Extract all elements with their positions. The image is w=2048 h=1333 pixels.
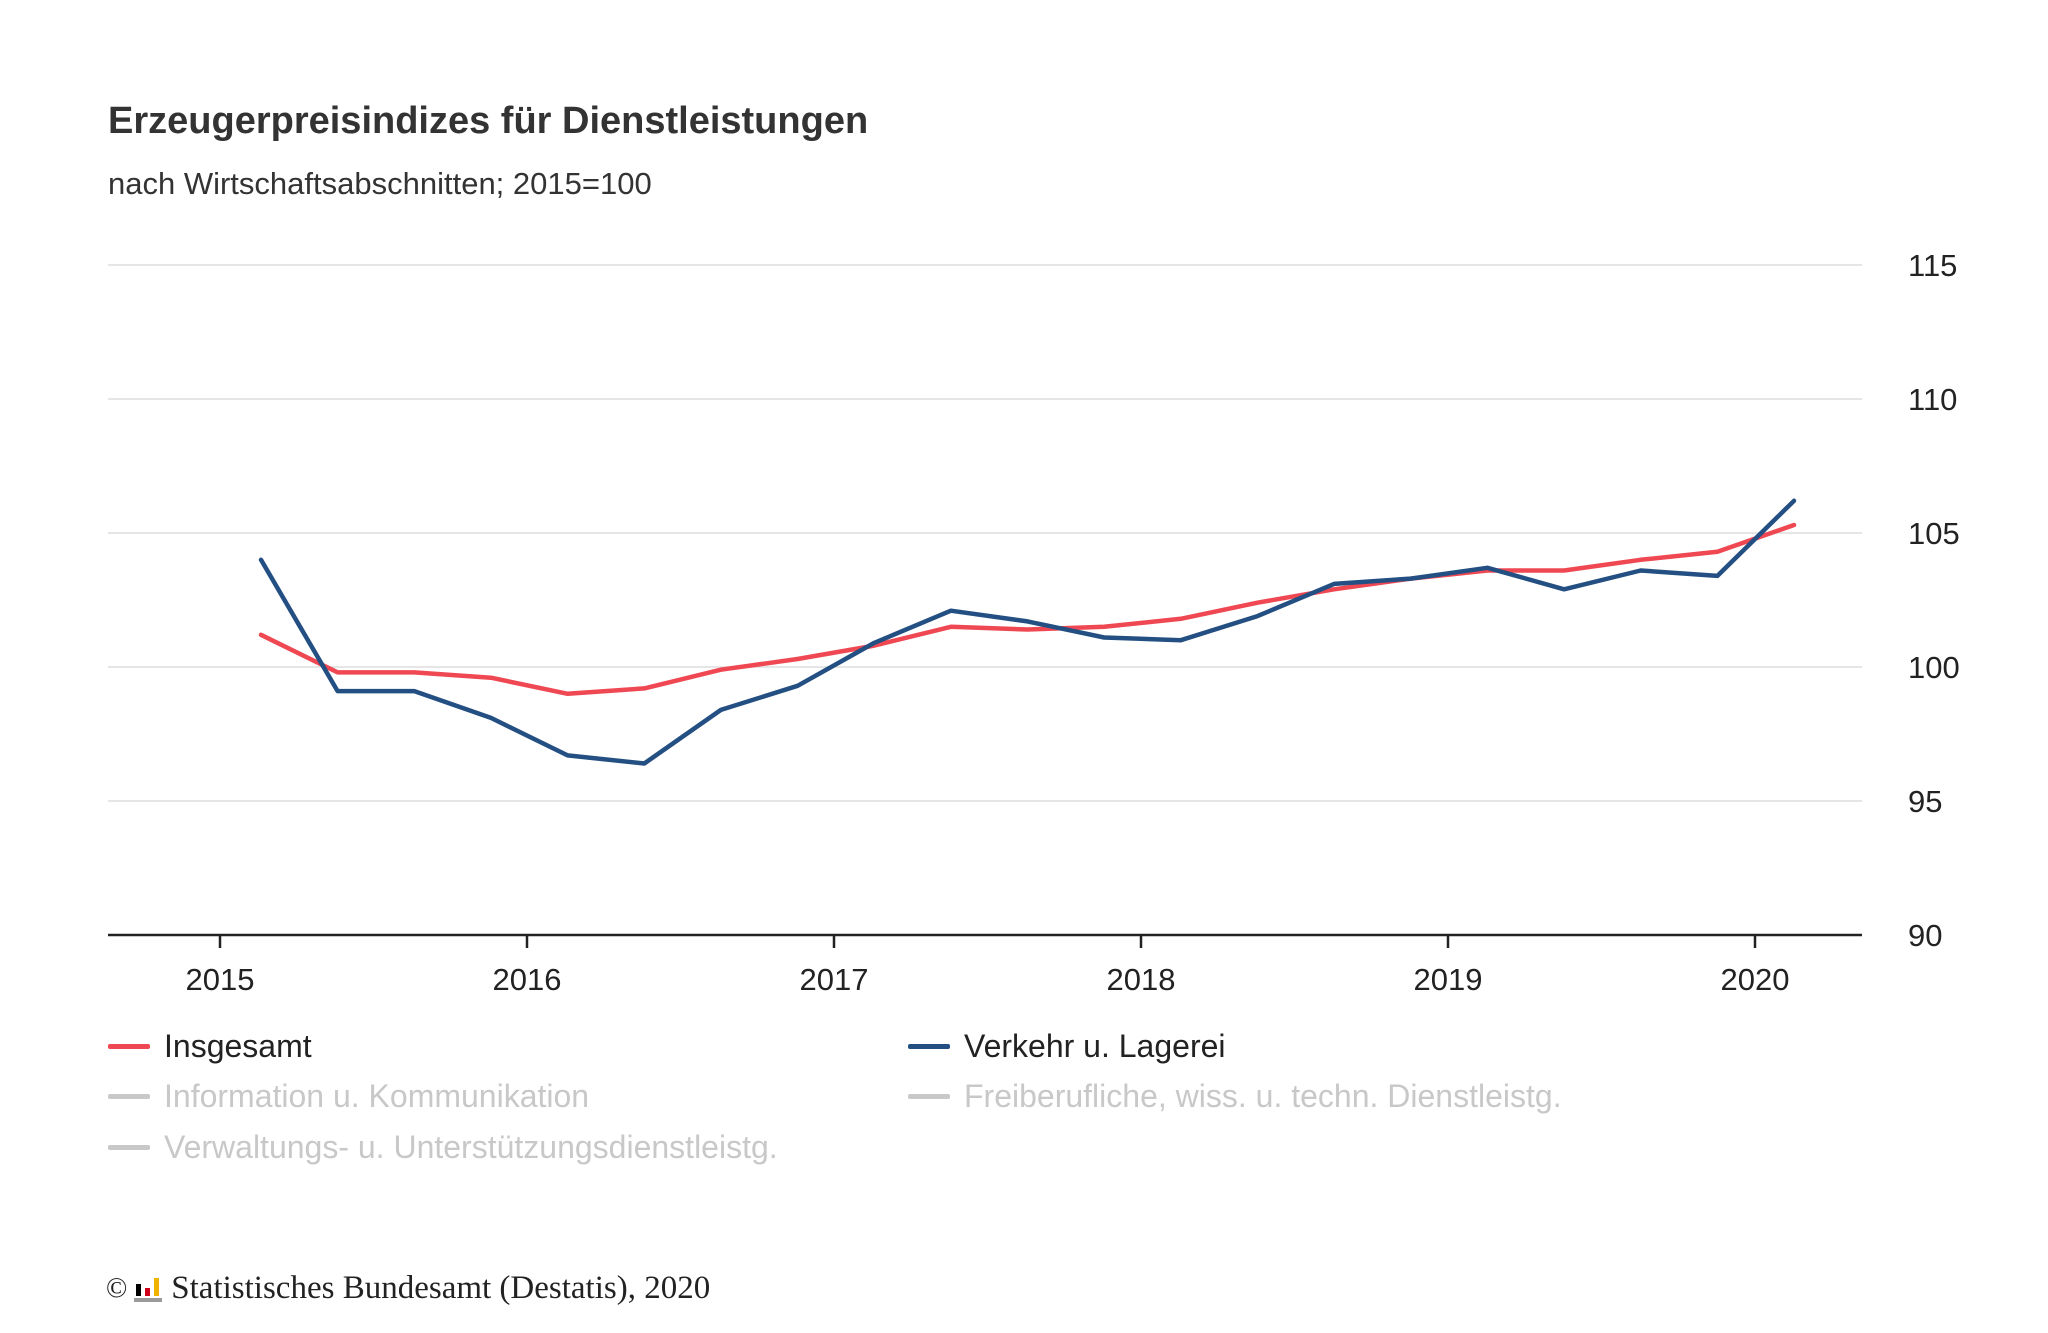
legend-swatch bbox=[108, 1145, 150, 1150]
legend-label: Freiberufliche, wiss. u. techn. Dienstle… bbox=[964, 1078, 1562, 1114]
legend-swatch bbox=[108, 1094, 150, 1099]
x-tick-label: 2017 bbox=[800, 962, 869, 997]
chart-title: Erzeugerpreisindizes für Dienstleistunge… bbox=[108, 100, 869, 142]
legend-item-insgesamt[interactable]: Insgesamt bbox=[108, 1028, 312, 1065]
x-tick-label: 2018 bbox=[1107, 962, 1176, 997]
copyright-symbol: © bbox=[106, 1272, 128, 1304]
legend-swatch bbox=[108, 1044, 150, 1049]
source-credit: © Statistisches Bundesamt (Destatis), 20… bbox=[106, 1270, 710, 1307]
source-text: Statistisches Bundesamt (Destatis), 2020 bbox=[171, 1270, 711, 1306]
series-line-insgesamt bbox=[258, 522, 1797, 697]
series-lines bbox=[258, 498, 1797, 766]
legend-swatch bbox=[908, 1044, 950, 1049]
x-tick-label: 2019 bbox=[1414, 962, 1483, 997]
y-tick-label: 90 bbox=[1908, 918, 1942, 953]
y-tick-label: 115 bbox=[1908, 248, 1957, 283]
legend-item-verkehr[interactable]: Verkehr u. Lagerei bbox=[908, 1028, 1226, 1065]
y-tick-label: 95 bbox=[1908, 784, 1942, 819]
legend-item-verwaltung[interactable]: Verwaltungs- u. Unterstützungsdienstleis… bbox=[108, 1129, 778, 1166]
legend-label: Verkehr u. Lagerei bbox=[964, 1028, 1226, 1064]
grid-lines bbox=[108, 264, 1862, 802]
legend-item-freiberufliche[interactable]: Freiberufliche, wiss. u. techn. Dienstle… bbox=[908, 1078, 1562, 1115]
series-line-verkehr-u-lagerei bbox=[258, 498, 1797, 766]
legend-label: Insgesamt bbox=[164, 1028, 312, 1064]
legend-swatch bbox=[908, 1094, 950, 1099]
destatis-logo-icon bbox=[133, 1276, 163, 1302]
x-axis: 2015 2016 2017 2018 2019 2020 bbox=[108, 933, 1862, 997]
legend-item-information[interactable]: Information u. Kommunikation bbox=[108, 1078, 589, 1115]
y-axis-tick-labels: 90 95 100 105 110 115 bbox=[1908, 248, 1960, 953]
legend-label: Verwaltungs- u. Unterstützungsdienstleis… bbox=[164, 1129, 778, 1165]
y-tick-label: 100 bbox=[1908, 650, 1960, 685]
y-tick-label: 110 bbox=[1908, 382, 1957, 417]
x-tick-label: 2015 bbox=[186, 962, 255, 997]
x-tick-label: 2020 bbox=[1721, 962, 1790, 997]
legend-label: Information u. Kommunikation bbox=[164, 1078, 590, 1114]
chart-subtitle: nach Wirtschaftsabschnitten; 2015=100 bbox=[108, 166, 652, 201]
x-tick-label: 2016 bbox=[493, 962, 562, 997]
y-tick-label: 105 bbox=[1908, 516, 1960, 551]
